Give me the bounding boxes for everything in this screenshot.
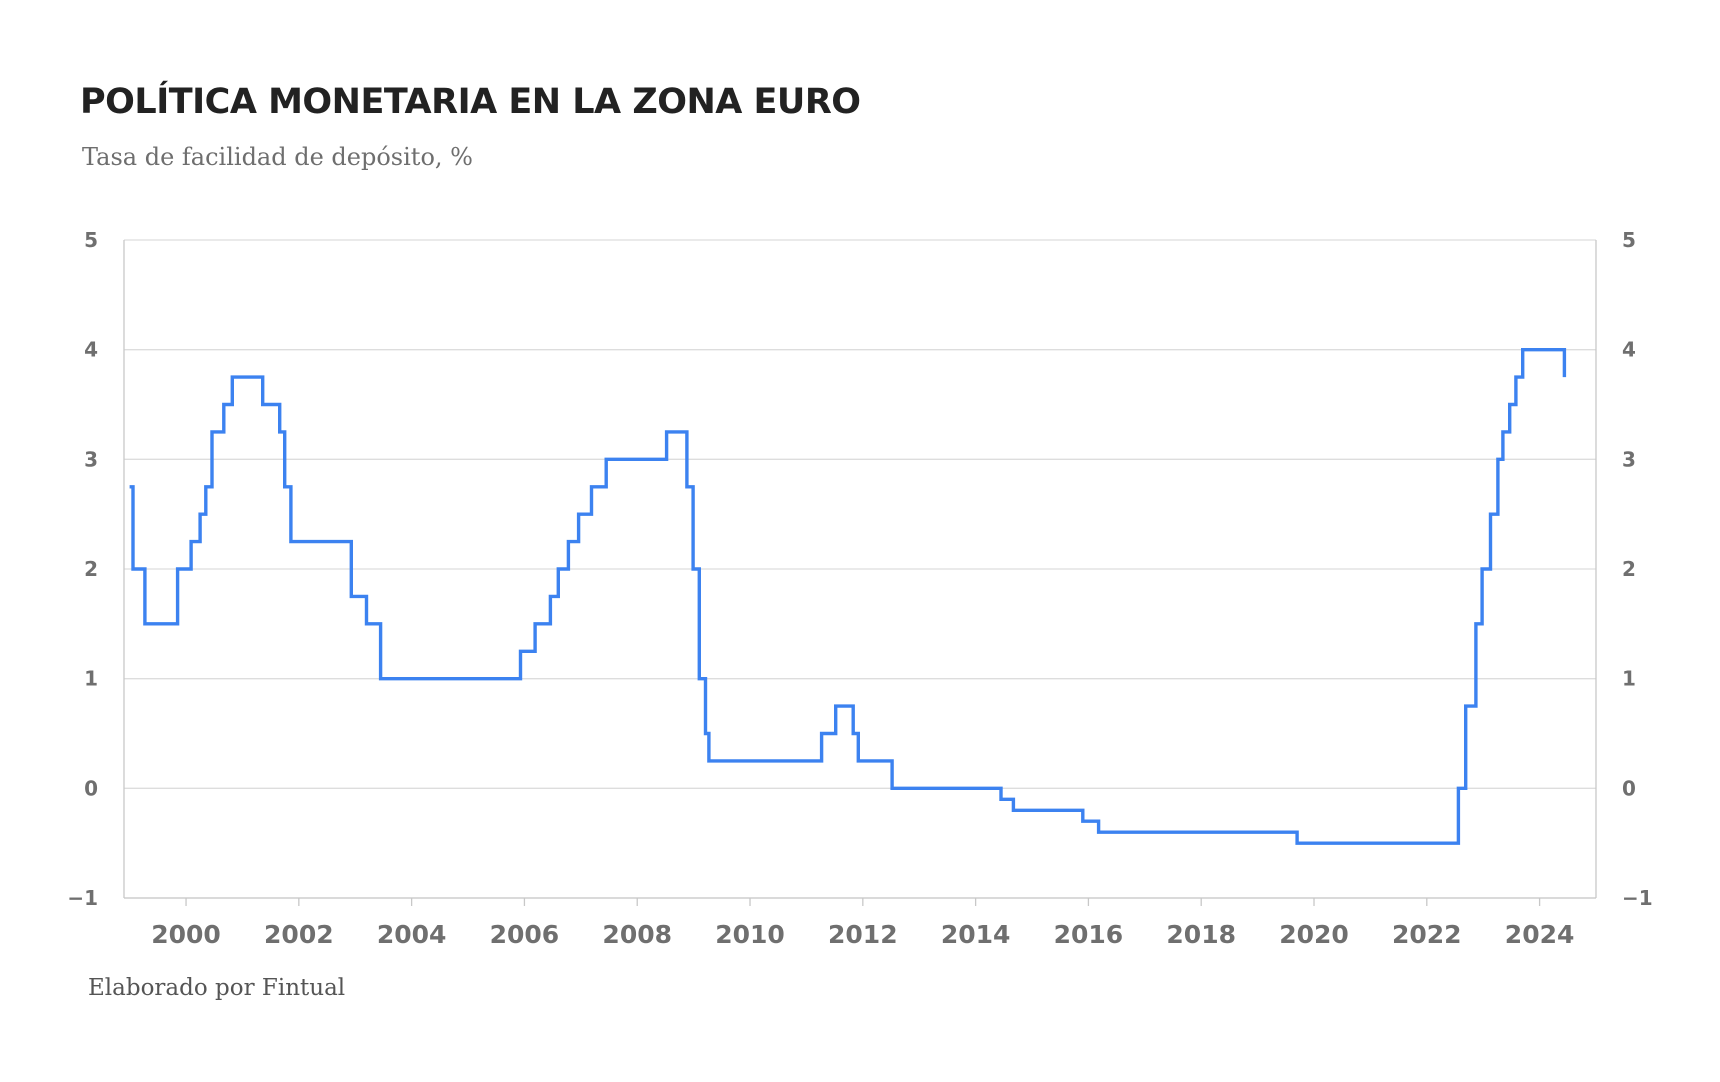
y-tick-label-right: 5 [1622,228,1636,252]
series-line [129,348,1567,845]
x-tick-label: 2006 [490,920,560,949]
x-tick-label: 2004 [377,920,447,949]
x-tick-label: 2008 [602,920,672,949]
x-tick-label: 2014 [941,920,1011,949]
x-tick-label: 2010 [715,920,785,949]
y-tick-label-right: 0 [1622,776,1636,800]
y-tick-label-right: 2 [1622,557,1636,581]
y-tick-label-left: 4 [84,338,98,362]
y-tick-label-right: 4 [1622,338,1636,362]
y-tick-label-right: −1 [1622,886,1653,910]
y-tick-label-right: 1 [1622,667,1636,691]
y-tick-label-left: −1 [67,886,98,910]
chart-title: POLÍTICA MONETARIA EN LA ZONA EURO [80,82,861,122]
y-tick-label-left: 3 [84,447,98,471]
x-tick-label: 2000 [151,920,221,949]
y-tick-label-left: 0 [84,776,98,800]
x-tick-label: 2020 [1279,920,1349,949]
chart-subtitle: Tasa de facilidad de depósito, % [82,143,473,171]
x-tick-label: 2012 [828,920,898,949]
x-tick-label: 2024 [1505,920,1575,949]
y-tick-label-right: 3 [1622,447,1636,471]
x-tick-label: 2016 [1054,920,1124,949]
source-note: Elaborado por Fintual [88,975,346,1001]
x-tick-label: 2018 [1166,920,1236,949]
x-tick-label: 2022 [1392,920,1462,949]
y-tick-label-left: 5 [84,228,98,252]
x-tick-label: 2002 [264,920,334,949]
y-tick-label-left: 2 [84,557,98,581]
y-tick-label-left: 1 [84,667,98,691]
